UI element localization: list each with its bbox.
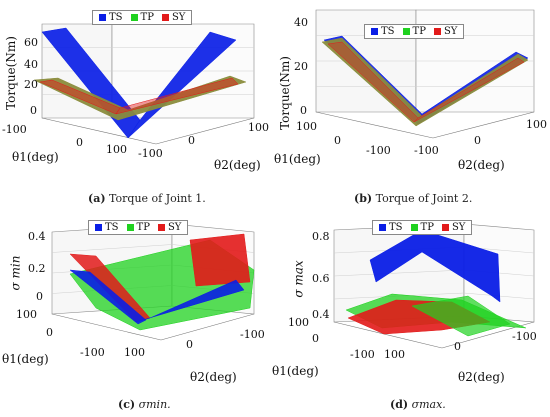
surface-tp-b-right <box>415 53 529 127</box>
legend-b: TS TP SY <box>364 24 465 39</box>
ztick-d-2: 0.8 <box>312 230 330 243</box>
xtick-a-1: 0 <box>76 136 83 149</box>
ytick-a-0: 100 <box>248 121 269 134</box>
chart-b-floor-edge-l <box>315 111 434 139</box>
legend-a: TS TP SY <box>92 10 193 25</box>
caption-a: (a) Torque of Joint 1. <box>88 192 206 205</box>
xlabel-a: θ1(deg) <box>12 150 59 164</box>
legend-d: TS TP SY <box>372 220 473 235</box>
ytick-a-2: -100 <box>138 147 163 160</box>
ztick-d-0: 0.4 <box>312 308 330 321</box>
ztick-b-0: 0 <box>300 104 307 117</box>
legend-b-tp: TP <box>402 26 426 37</box>
legend-c-sy: SY <box>157 222 181 233</box>
surface-ts-a-right <box>127 31 237 139</box>
ytick-c-0: 100 <box>124 346 145 359</box>
ylabel-d: θ2(deg) <box>458 370 505 384</box>
chart-a-floor-edge-l <box>41 117 157 145</box>
chart-d-grid-l2 <box>333 269 465 277</box>
surface-tp-d-front <box>411 295 511 337</box>
zlabel-b: Torque(Nm) <box>277 56 292 130</box>
xtick-c-2: -100 <box>80 346 105 359</box>
xtick-a-0: -100 <box>2 123 27 136</box>
panel-c: TS TP SY σ min 0 0.2 0.4 100 0 -100 100 … <box>0 210 272 417</box>
legend-b-ts: TS <box>371 26 395 37</box>
ztick-b-1: 20 <box>294 60 308 73</box>
chart-c-canvas <box>51 223 255 341</box>
surface-sy-b-right <box>413 57 525 123</box>
legend-c-ts: TS <box>95 222 119 233</box>
xtick-d-0: 100 <box>288 316 309 329</box>
xlabel-c: θ1(deg) <box>2 352 49 366</box>
ytick-b-2: 100 <box>526 118 547 131</box>
legend-b-sy: SY <box>433 26 457 37</box>
chart-c-floor-edge-l <box>51 313 162 341</box>
legend-a-sy: SY <box>161 12 185 23</box>
xtick-c-1: 0 <box>46 326 53 339</box>
ztick-a-3: 60 <box>24 36 38 49</box>
chart-c-floor-edge-r <box>160 313 255 341</box>
legend-a-ts: TS <box>99 12 123 23</box>
ztick-a-1: 20 <box>24 78 38 91</box>
xlabel-d: θ1(deg) <box>272 364 319 378</box>
ytick-c-1: 0 <box>186 338 193 351</box>
xlabel-b: θ1(deg) <box>274 152 321 166</box>
legend-d-tp: TP <box>410 222 434 233</box>
ytick-d-2: -100 <box>512 330 537 343</box>
chart-d-canvas <box>333 223 535 349</box>
xtick-b-0: 100 <box>296 120 317 133</box>
surface-sy-c-upper <box>189 233 251 287</box>
zlabel-a: Torque(Nm) <box>3 36 18 110</box>
legend-c: TS TP SY <box>88 220 189 235</box>
ylabel-a: θ2(deg) <box>214 158 261 172</box>
chart-a-floor-edge-r <box>155 117 255 145</box>
ztick-c-1: 0.2 <box>28 262 46 275</box>
ytick-d-0: 100 <box>384 348 405 361</box>
ytick-d-1: 0 <box>454 340 461 353</box>
caption-b: (b) Torque of Joint 2. <box>354 192 473 205</box>
ztick-d-1: 0.6 <box>312 272 330 285</box>
ztick-b-2: 40 <box>294 16 308 29</box>
ytick-b-0: -100 <box>414 144 439 157</box>
panel-d: TS TP SY σ max 0.4 0.6 0.8 100 0 -100 10… <box>272 210 550 417</box>
ylabel-b: θ2(deg) <box>458 158 505 172</box>
xtick-b-2: -100 <box>366 144 391 157</box>
panel-b: TS TP SY Torque(Nm) 0 20 40 100 0 -100 -… <box>272 0 550 210</box>
legend-d-ts: TS <box>379 222 403 233</box>
legend-c-tp: TP <box>126 222 150 233</box>
chart-c-grid-l3 <box>51 244 173 253</box>
ylabel-c: θ2(deg) <box>190 370 237 384</box>
chart-a-canvas <box>33 23 255 145</box>
legend-a-tp: TP <box>130 12 154 23</box>
ztick-c-0: 0 <box>36 290 43 303</box>
zlabel-c: σ min <box>8 255 23 291</box>
ytick-a-1: 0 <box>188 134 195 147</box>
surface-sy-a-right <box>115 77 239 115</box>
xtick-a-2: 100 <box>106 143 127 156</box>
xtick-c-0: 100 <box>16 308 37 321</box>
xtick-b-1: 0 <box>334 134 341 147</box>
chart-d-floor-edge-l <box>333 321 443 349</box>
surface-ts-c-left <box>69 269 147 325</box>
caption-c: (c) σmin. <box>118 398 171 411</box>
caption-d: (d) σmax. <box>390 398 446 411</box>
chart-b-floor-edge-r <box>432 111 535 139</box>
ytick-c-2: -100 <box>240 328 265 341</box>
legend-d-sy: SY <box>441 222 465 233</box>
zlabel-d: σ max <box>291 260 306 298</box>
ytick-b-1: 0 <box>474 134 481 147</box>
ztick-a-0: 0 <box>30 104 37 117</box>
ztick-a-2: 40 <box>24 58 38 71</box>
xtick-d-2: -100 <box>350 348 375 361</box>
panel-a: TS TP SY Torque(Nm) 0 20 40 60 -100 0 10… <box>0 0 272 210</box>
xtick-d-1: 0 <box>312 332 319 345</box>
ztick-c-2: 0.4 <box>28 230 46 243</box>
